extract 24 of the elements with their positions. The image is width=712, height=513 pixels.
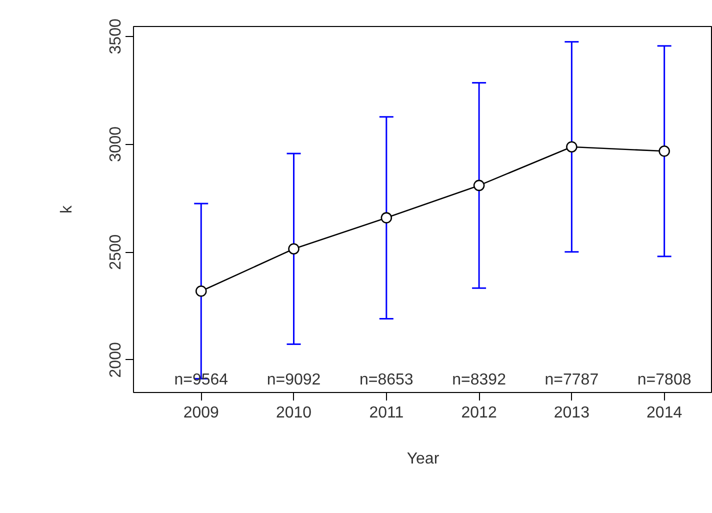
point: [288, 243, 300, 254]
x-tick-label: 2012: [461, 404, 497, 422]
annotation: n=8653: [359, 372, 414, 388]
point: [473, 180, 485, 192]
annotation: n=8392: [452, 372, 506, 388]
x-tick-label: 2009: [183, 404, 220, 422]
point: [566, 141, 578, 152]
y-tick-label: 3000: [108, 126, 124, 162]
point: [658, 146, 670, 157]
annotation: n=7808: [637, 372, 692, 388]
y-tick-label: 2000: [108, 342, 124, 378]
annotation: n=9564: [174, 372, 228, 388]
x-tick-label: 2010: [276, 404, 312, 422]
point: [380, 212, 392, 224]
annotation: n=9092: [266, 372, 321, 388]
x-tick-label: 2013: [554, 404, 590, 422]
y-axis-title: k: [58, 204, 76, 214]
y-tick-label: 2500: [108, 234, 124, 270]
annotation: n=7787: [544, 372, 599, 388]
x-tick-label: 2014: [646, 404, 682, 422]
x-axis-title: Year: [406, 450, 440, 468]
x-tick-label: 2011: [369, 404, 404, 422]
point: [195, 285, 207, 297]
y-tick-label: 3500: [108, 18, 124, 54]
